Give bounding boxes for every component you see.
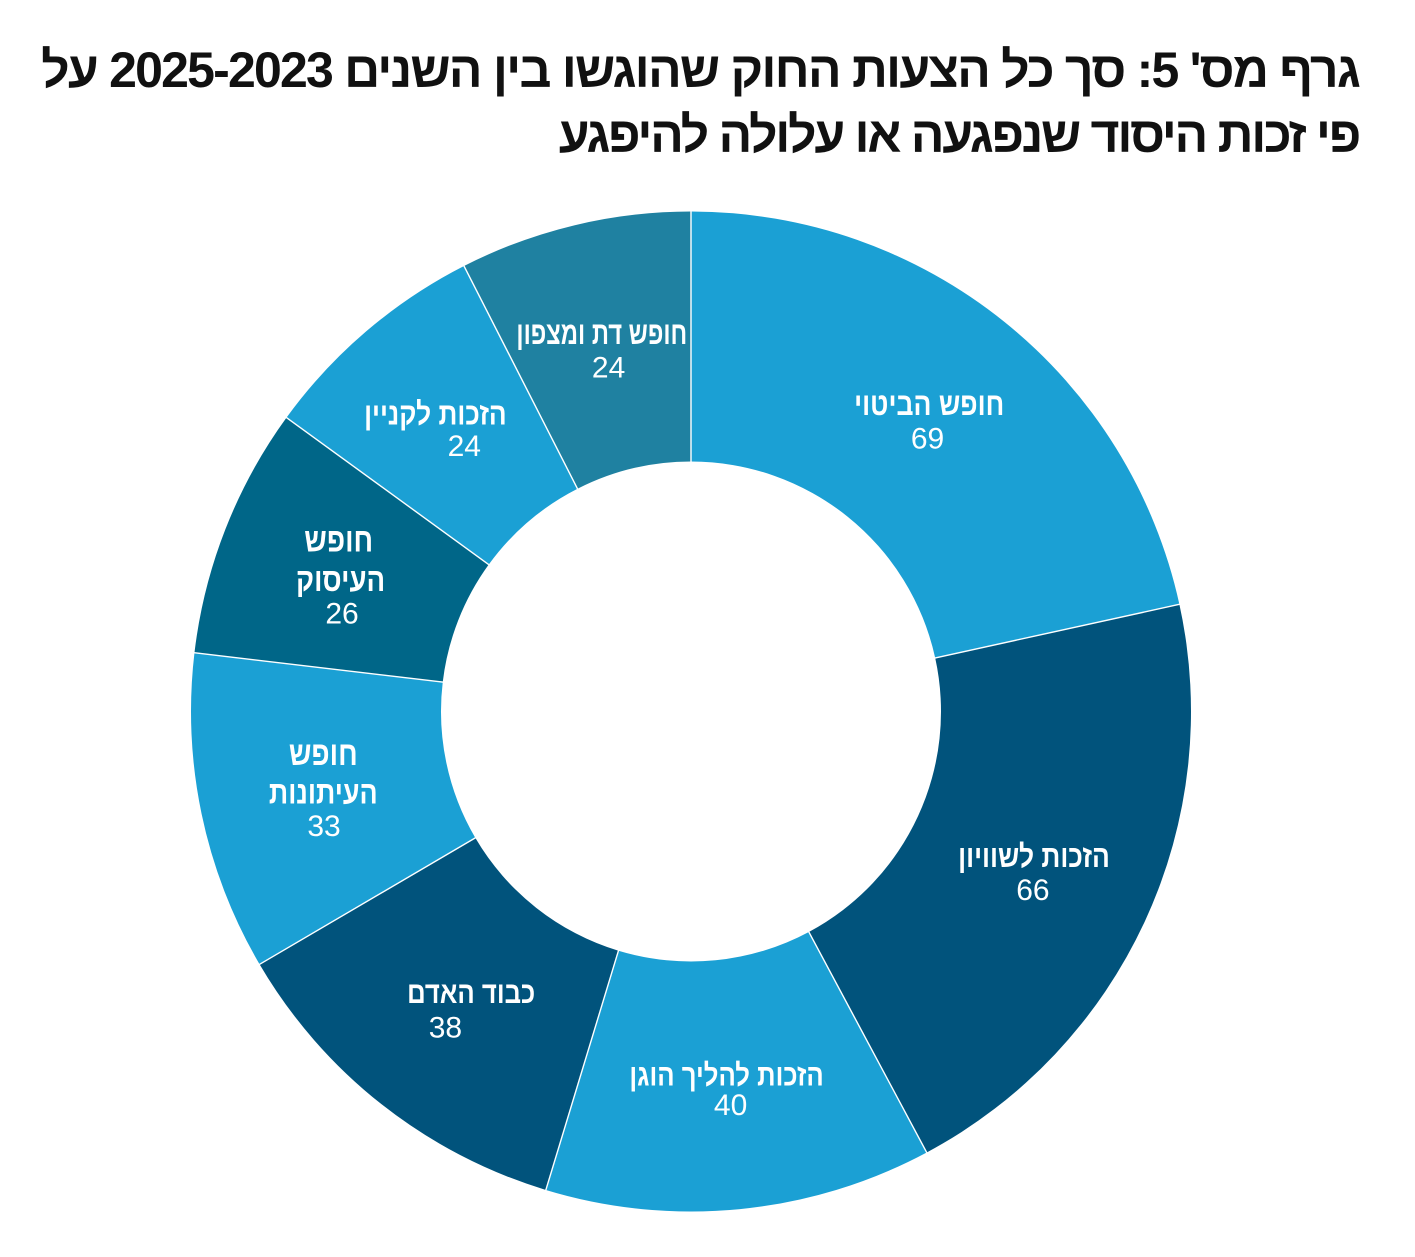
svg-text:38: 38	[429, 1011, 462, 1044]
svg-text:חופש: חופש	[289, 735, 358, 773]
svg-text:הזכות לקניין: הזכות לקניין	[364, 397, 507, 432]
svg-text:הזכות להליך הוגן: הזכות להליך הוגן	[629, 1058, 823, 1093]
svg-text:העיתונות: העיתונות	[269, 775, 378, 811]
svg-text:66: 66	[1016, 874, 1049, 907]
svg-text:40: 40	[714, 1089, 747, 1122]
svg-text:כבוד האדם: כבוד האדם	[407, 976, 535, 1011]
svg-text:69: 69	[911, 422, 944, 455]
svg-text:24: 24	[448, 430, 481, 463]
svg-text:הזכות לשוויון: הזכות לשוויון	[958, 840, 1110, 875]
svg-text:33: 33	[307, 810, 340, 843]
svg-text:חופש דת ומצפון: חופש דת ומצפון	[516, 314, 687, 350]
svg-text:26: 26	[325, 598, 358, 631]
svg-text:חופש הביטוי: חופש הביטוי	[854, 387, 1004, 423]
svg-text:העיסוק: העיסוק	[296, 562, 385, 599]
svg-text:חופש: חופש	[304, 521, 373, 559]
svg-text:24: 24	[592, 352, 625, 385]
